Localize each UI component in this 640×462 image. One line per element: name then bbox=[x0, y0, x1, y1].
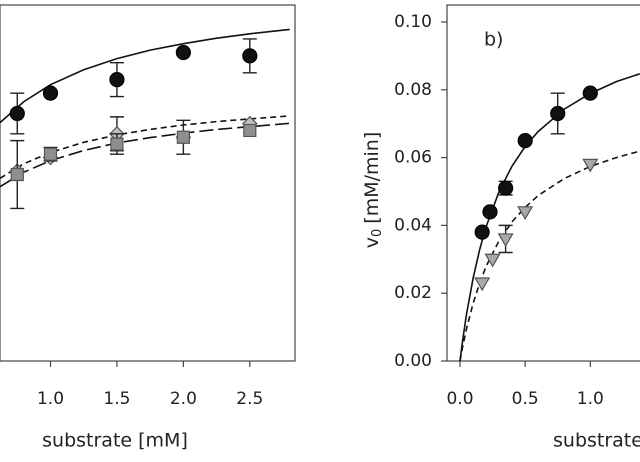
data-point bbox=[110, 137, 124, 151]
x-axis-label: substrate [mM] bbox=[42, 430, 188, 452]
data-point bbox=[109, 71, 125, 88]
data-point bbox=[10, 167, 24, 182]
data-point bbox=[582, 85, 598, 101]
x-axis-label: substrate [mM] bbox=[553, 430, 640, 452]
x-tick-label: 1.0 bbox=[37, 389, 64, 409]
data-point bbox=[517, 206, 534, 221]
x-tick-label: 2.5 bbox=[236, 389, 263, 409]
data-point bbox=[582, 158, 599, 173]
data-point bbox=[482, 204, 498, 220]
data-point bbox=[550, 105, 566, 122]
data-point bbox=[484, 253, 501, 268]
data-point bbox=[517, 133, 533, 149]
x-tick-label: 0.0 bbox=[447, 389, 474, 409]
x-tick-label: 2.0 bbox=[170, 389, 197, 409]
data-point bbox=[176, 130, 190, 144]
y-tick-label: 0.08 bbox=[394, 80, 432, 100]
fit-curve bbox=[459, 150, 640, 362]
fit-curve bbox=[0, 115, 290, 179]
data-point bbox=[243, 123, 257, 138]
y-label-unit: [mM/min] bbox=[361, 132, 383, 224]
plot-frame bbox=[446, 4, 640, 362]
data-point bbox=[474, 224, 490, 240]
data-point bbox=[498, 180, 514, 196]
y-label-sub: 0 bbox=[370, 229, 385, 237]
data-point bbox=[175, 44, 191, 61]
data-point bbox=[242, 48, 258, 64]
y-tick-label: 0.00 bbox=[394, 351, 432, 371]
plot-frame bbox=[0, 4, 296, 362]
x-tick-label: 0.5 bbox=[512, 389, 539, 409]
y-tick-label: 0.04 bbox=[394, 215, 432, 235]
x-tick-label: 1.5 bbox=[103, 389, 130, 409]
fit-curve bbox=[0, 122, 290, 188]
data-point bbox=[497, 233, 514, 248]
panel-label: b) bbox=[484, 29, 503, 51]
data-point bbox=[42, 85, 59, 101]
data-point bbox=[43, 147, 58, 161]
y-tick-label: 0.02 bbox=[394, 283, 432, 303]
data-point bbox=[9, 105, 25, 122]
data-point bbox=[474, 277, 491, 292]
y-axis-label: v0 [mM/min] bbox=[361, 132, 385, 249]
y-tick-label: 0.06 bbox=[394, 148, 432, 168]
y-label-main: v bbox=[361, 237, 383, 248]
x-tick-label: 1.0 bbox=[577, 389, 604, 409]
y-tick-label: 0.10 bbox=[394, 12, 432, 32]
fit-curve bbox=[0, 28, 290, 124]
